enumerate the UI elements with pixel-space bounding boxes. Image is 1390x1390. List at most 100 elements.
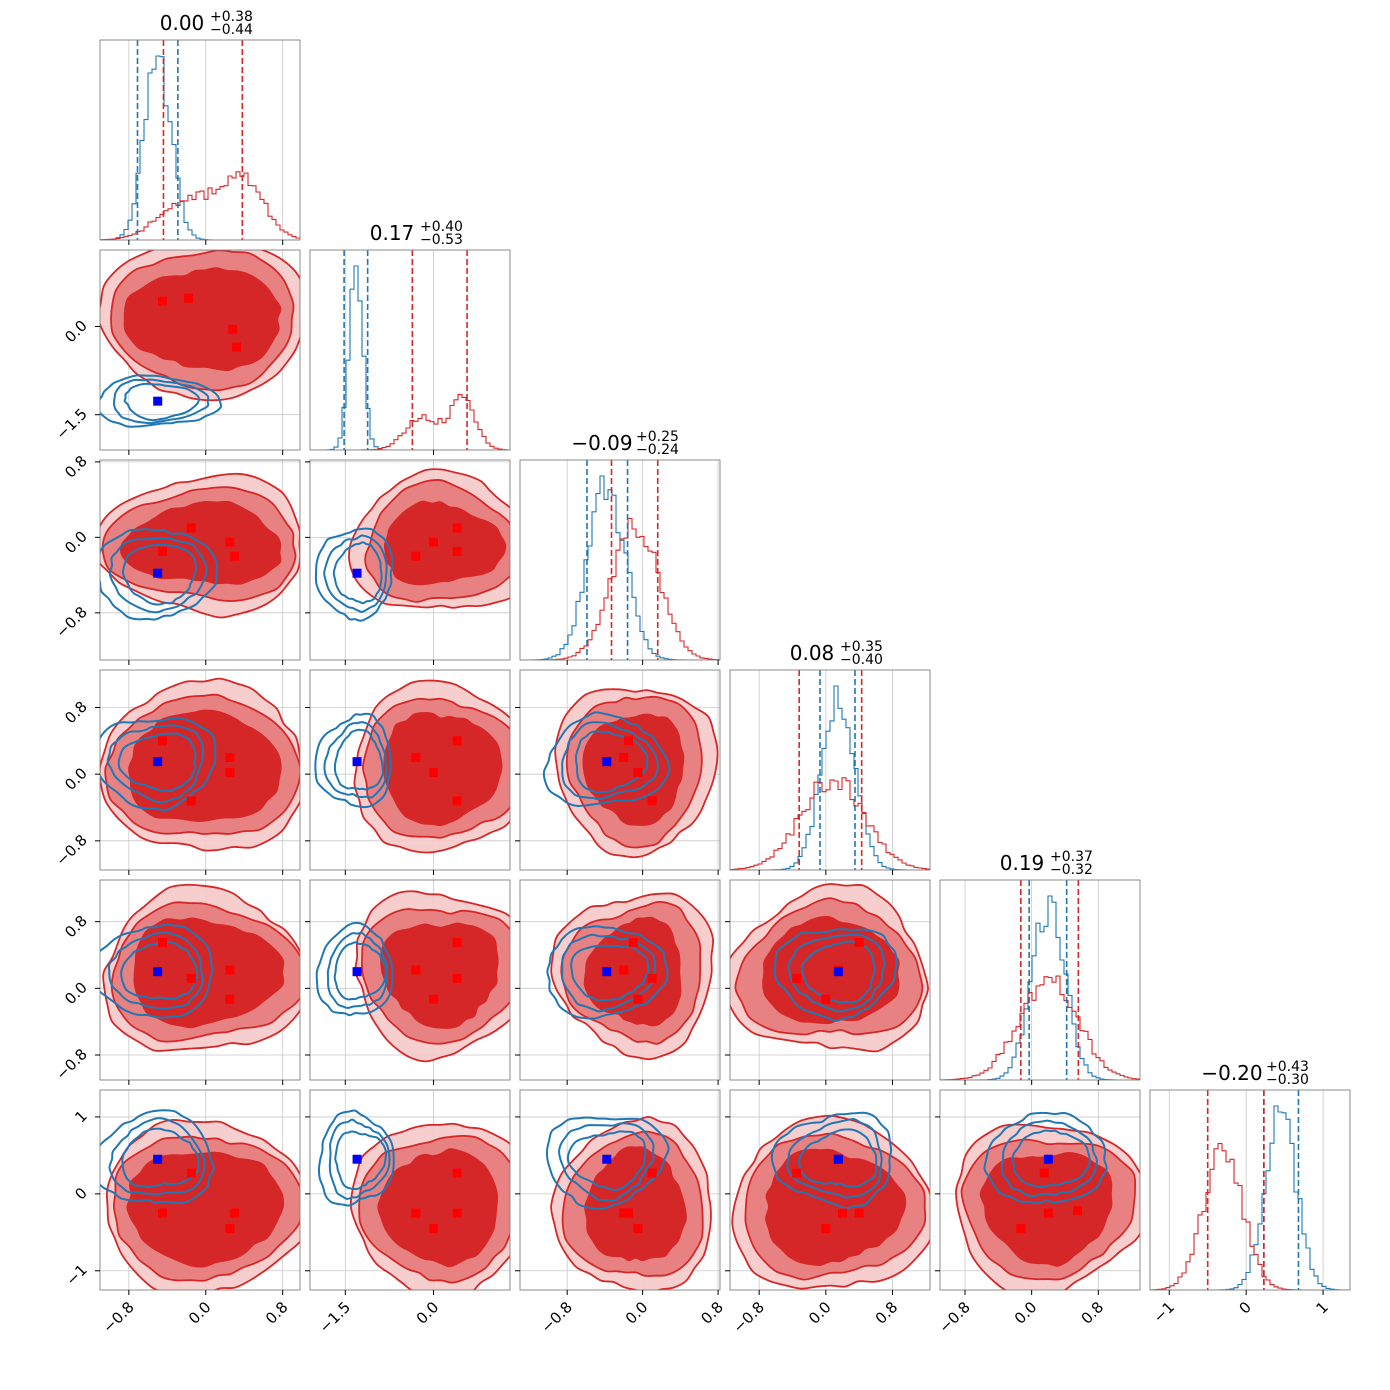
red-marker xyxy=(429,768,439,777)
blue-histogram xyxy=(1150,1105,1350,1290)
red-marker xyxy=(411,551,421,561)
blue-contour xyxy=(108,536,208,614)
y-tick-label: −0.8 xyxy=(52,1045,90,1083)
red-marker xyxy=(411,753,421,762)
red-marker xyxy=(225,965,235,975)
plot-area xyxy=(940,880,1140,1080)
panel-frame xyxy=(99,249,301,451)
histogram-panel-3-3: 0.08 +0.35−0.40 xyxy=(729,639,931,875)
x-tick-label: 0.0 xyxy=(805,1298,835,1328)
red-marker xyxy=(452,796,462,806)
blue-contour xyxy=(100,374,223,428)
x-tick-label: −0.8 xyxy=(935,1298,973,1336)
blue-marker xyxy=(1043,1154,1053,1164)
blue-contour xyxy=(100,1109,215,1205)
contour-panel-5-1: −1.5 0.0 xyxy=(305,1089,511,1337)
y-tick-label: 0.0 xyxy=(61,978,91,1008)
blue-histogram xyxy=(940,895,1140,1080)
blue-contour xyxy=(323,721,388,799)
red-marker xyxy=(158,1208,167,1218)
blue-contour xyxy=(317,1109,395,1207)
blue-contour xyxy=(770,1111,893,1210)
red-marker xyxy=(225,537,235,547)
red-histogram xyxy=(310,394,510,450)
red-marker xyxy=(619,753,629,762)
panel-title-value: −0.09 xyxy=(571,431,632,455)
panel-grid: 0.00 +0.38−0.44−1.50.00.17 +0.40−0.53−0.80… xyxy=(52,9,1351,1337)
plot-area xyxy=(100,880,300,1080)
blue-contour xyxy=(545,1116,670,1210)
panel-title-value: 0.00 xyxy=(160,11,205,35)
blue-marker xyxy=(602,1154,612,1164)
y-tick-label: 0.8 xyxy=(61,912,91,942)
panel-frame xyxy=(729,879,931,1081)
contour-panel-4-1 xyxy=(305,879,511,1085)
contour-panel-4-3 xyxy=(725,879,931,1085)
blue-contour xyxy=(333,941,387,1001)
blue-contour xyxy=(108,1117,206,1196)
blue-marker xyxy=(153,757,163,767)
blue-contour xyxy=(566,1130,647,1192)
contour-panel-4-0: −0.8 0.0 0.8 xyxy=(52,879,301,1085)
plot-area xyxy=(100,670,300,870)
panel-frame xyxy=(519,879,721,1081)
red-marker xyxy=(230,1208,240,1218)
blue-contour xyxy=(100,717,217,812)
contour-panel-2-1 xyxy=(305,459,511,665)
blue-contour xyxy=(786,1118,883,1199)
red-marker xyxy=(225,768,235,777)
red-marker xyxy=(452,1168,462,1178)
panel-title-value: −0.20 xyxy=(1201,1061,1262,1085)
panel-frame xyxy=(939,879,1141,1081)
panel-frame xyxy=(939,1089,1141,1291)
x-tick-label: −1 xyxy=(1150,1298,1178,1326)
blue-contour xyxy=(315,921,394,1017)
contour-panel-5-2: −0.8 0.0 0.8 xyxy=(515,1089,727,1337)
red-marker xyxy=(647,796,657,806)
histogram-panel-5-5: −0.20 +0.43−0.30 −1 0 1 xyxy=(1149,1059,1351,1326)
contour-panel-3-2 xyxy=(515,669,721,875)
contour-panel-5-3: −0.8 0.0 0.8 xyxy=(725,1089,931,1337)
blue-contour xyxy=(1000,1119,1098,1198)
red-histogram xyxy=(940,975,1140,1080)
blue-contour xyxy=(314,527,394,622)
blue-contour xyxy=(328,1118,391,1200)
red-marker xyxy=(225,1223,235,1233)
blue-marker xyxy=(352,757,362,767)
red-marker xyxy=(821,994,831,1004)
plot-area xyxy=(730,670,930,870)
y-tick-label: −0.8 xyxy=(52,831,90,869)
panel-title-lower-error: −0.24 xyxy=(636,442,679,458)
y-tick-label: 0.0 xyxy=(61,527,91,557)
x-tick-label: −0.8 xyxy=(730,1298,768,1336)
blue-contour xyxy=(561,721,659,801)
red-marker xyxy=(1043,1208,1053,1218)
x-tick-label: 0.0 xyxy=(1011,1298,1041,1328)
plot-area xyxy=(310,880,510,1080)
x-tick-label: −1.5 xyxy=(316,1298,354,1336)
red-marker xyxy=(1016,1223,1026,1233)
x-tick-label: 0.8 xyxy=(697,1298,727,1328)
panel-title-lower-error: −0.44 xyxy=(210,22,253,38)
plot-area xyxy=(100,40,300,240)
contour-panel-3-0: −0.8 0.0 0.8 xyxy=(52,669,301,875)
panel-title-value: 0.19 xyxy=(1000,851,1045,875)
red-marker xyxy=(1073,1206,1082,1216)
blue-contour xyxy=(546,925,669,1020)
red-marker xyxy=(158,296,167,306)
panel-frame xyxy=(309,669,511,871)
histogram-panel-1-1: 0.17 +0.40−0.53 xyxy=(309,219,511,455)
y-tick-label: 1 xyxy=(71,1107,90,1126)
y-tick-label: 0.8 xyxy=(61,452,91,482)
blue-marker xyxy=(833,1154,843,1164)
panel-frame xyxy=(309,879,511,1081)
x-tick-label: 0.0 xyxy=(413,1298,443,1328)
panel-frame xyxy=(99,39,301,241)
plot-area xyxy=(520,1090,720,1290)
y-tick-label: −0.8 xyxy=(52,603,90,641)
panel-frame xyxy=(99,459,301,661)
histogram-panel-0-0: 0.00 +0.38−0.44 xyxy=(99,9,301,245)
contour-panel-4-2 xyxy=(515,879,721,1085)
blue-contour xyxy=(121,543,198,606)
plot-area xyxy=(310,670,510,870)
